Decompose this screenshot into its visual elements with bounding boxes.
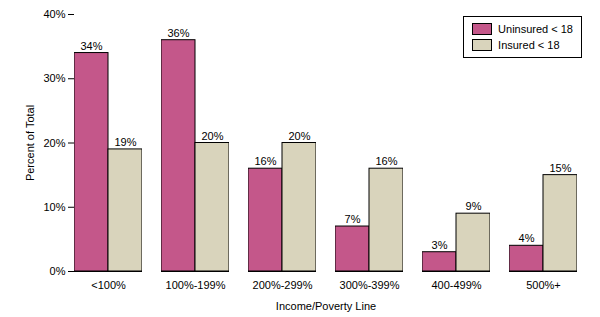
svg-text:16%: 16% — [254, 155, 276, 167]
svg-text:40%: 40% — [43, 8, 65, 20]
svg-text:20%: 20% — [288, 130, 310, 142]
svg-text:4%: 4% — [519, 232, 535, 244]
svg-text:Income/Poverty Line: Income/Poverty Line — [276, 300, 376, 312]
svg-text:34%: 34% — [80, 40, 102, 52]
svg-text:Percent of Total: Percent of Total — [24, 105, 36, 181]
svg-text:10%: 10% — [43, 201, 65, 213]
svg-text:100%-199%: 100%-199% — [166, 279, 226, 291]
svg-text:200%-299%: 200%-299% — [253, 279, 313, 291]
svg-text:15%: 15% — [549, 162, 571, 174]
svg-text:20%: 20% — [43, 137, 65, 149]
svg-text:300%-399%: 300%-399% — [340, 279, 400, 291]
svg-text:500%+: 500%+ — [526, 279, 561, 291]
svg-text:<100%: <100% — [91, 279, 126, 291]
html-text:Uninsured < 18: Uninsured < 18 — [498, 23, 573, 35]
svg-text:30%: 30% — [43, 72, 65, 84]
svg-text:36%: 36% — [167, 27, 189, 39]
svg-text:20%: 20% — [201, 130, 223, 142]
html-text:Insured < 18: Insured < 18 — [498, 39, 560, 51]
svg-text:7%: 7% — [345, 213, 361, 225]
svg-text:19%: 19% — [114, 136, 136, 148]
svg-text:16%: 16% — [375, 155, 397, 167]
svg-text:3%: 3% — [432, 239, 448, 251]
svg-text:0%: 0% — [50, 265, 66, 277]
svg-text:9%: 9% — [466, 200, 482, 212]
svg-text:400-499%: 400-499% — [431, 279, 481, 291]
